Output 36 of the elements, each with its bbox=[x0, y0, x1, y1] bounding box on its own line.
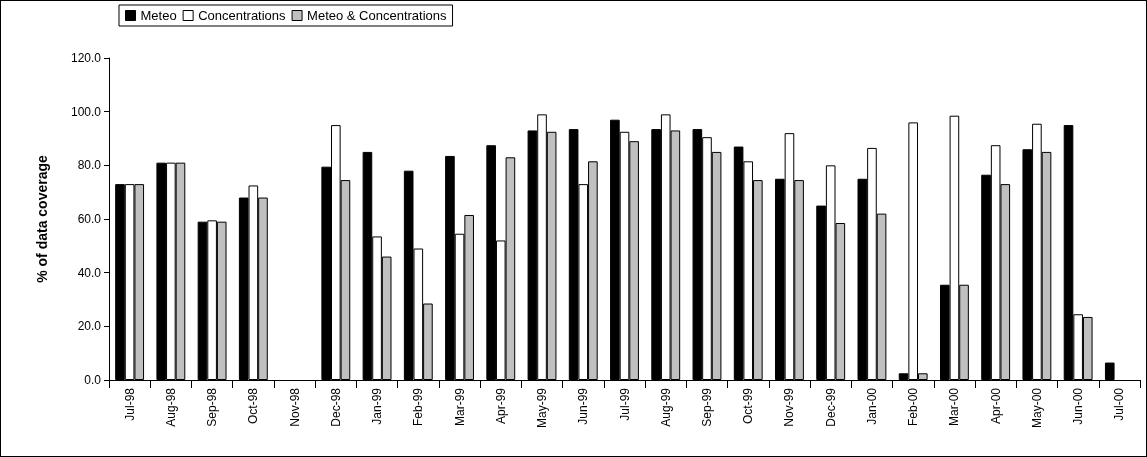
y-tick-label: 80.0 bbox=[77, 158, 102, 173]
y-tick-label: 60.0 bbox=[77, 212, 102, 226]
x-tick-label: Feb-99 bbox=[411, 387, 426, 427]
y-tick-label: 100.0 bbox=[70, 104, 102, 119]
legend-label: Meteo bbox=[140, 8, 177, 23]
y-axis-title: % of data coverage bbox=[34, 154, 50, 283]
x-tick-label: Apr-99 bbox=[493, 387, 508, 425]
x-tick-label: Feb-00 bbox=[906, 387, 921, 427]
x-tick-label: Jun-99 bbox=[576, 387, 591, 425]
legend-label: Concentrations bbox=[198, 8, 287, 23]
x-tick-label: May-00 bbox=[1029, 387, 1044, 429]
x-tick-label: Aug-98 bbox=[163, 387, 178, 427]
x-tick-label: Jan-00 bbox=[864, 387, 879, 425]
y-tick-label: 20.0 bbox=[77, 319, 102, 334]
x-tick-label: May-99 bbox=[535, 387, 550, 429]
y-tick-label: 0.0 bbox=[84, 373, 102, 387]
x-tick-label: Dec-98 bbox=[328, 387, 343, 427]
y-tick-label: 120.0 bbox=[70, 51, 102, 65]
x-tick-label: Sep-98 bbox=[205, 387, 220, 427]
x-tick-label: Dec-99 bbox=[823, 387, 838, 427]
x-tick-label: Apr-00 bbox=[988, 387, 1003, 425]
x-tick-label: Jul-99 bbox=[617, 387, 632, 421]
x-tick-label: Aug-99 bbox=[658, 387, 673, 427]
legend-label: Meteo & Concentrations bbox=[307, 8, 448, 23]
x-tick-label: Sep-99 bbox=[699, 387, 714, 427]
y-tick-label: 40.0 bbox=[77, 265, 102, 280]
x-tick-label: Jul-98 bbox=[122, 387, 137, 421]
x-tick-label: Oct-99 bbox=[741, 387, 756, 425]
x-tick-label: Oct-98 bbox=[246, 387, 261, 425]
x-tick-label: Jul-00 bbox=[1112, 387, 1127, 421]
x-tick-label: Mar-00 bbox=[947, 387, 962, 427]
x-tick-label: Nov-99 bbox=[782, 387, 797, 427]
x-tick-label: Jan-99 bbox=[370, 387, 385, 425]
x-tick-label: Nov-98 bbox=[287, 387, 302, 427]
x-tick-label: Jun-00 bbox=[1071, 387, 1086, 425]
x-tick-label: Mar-99 bbox=[452, 387, 467, 427]
